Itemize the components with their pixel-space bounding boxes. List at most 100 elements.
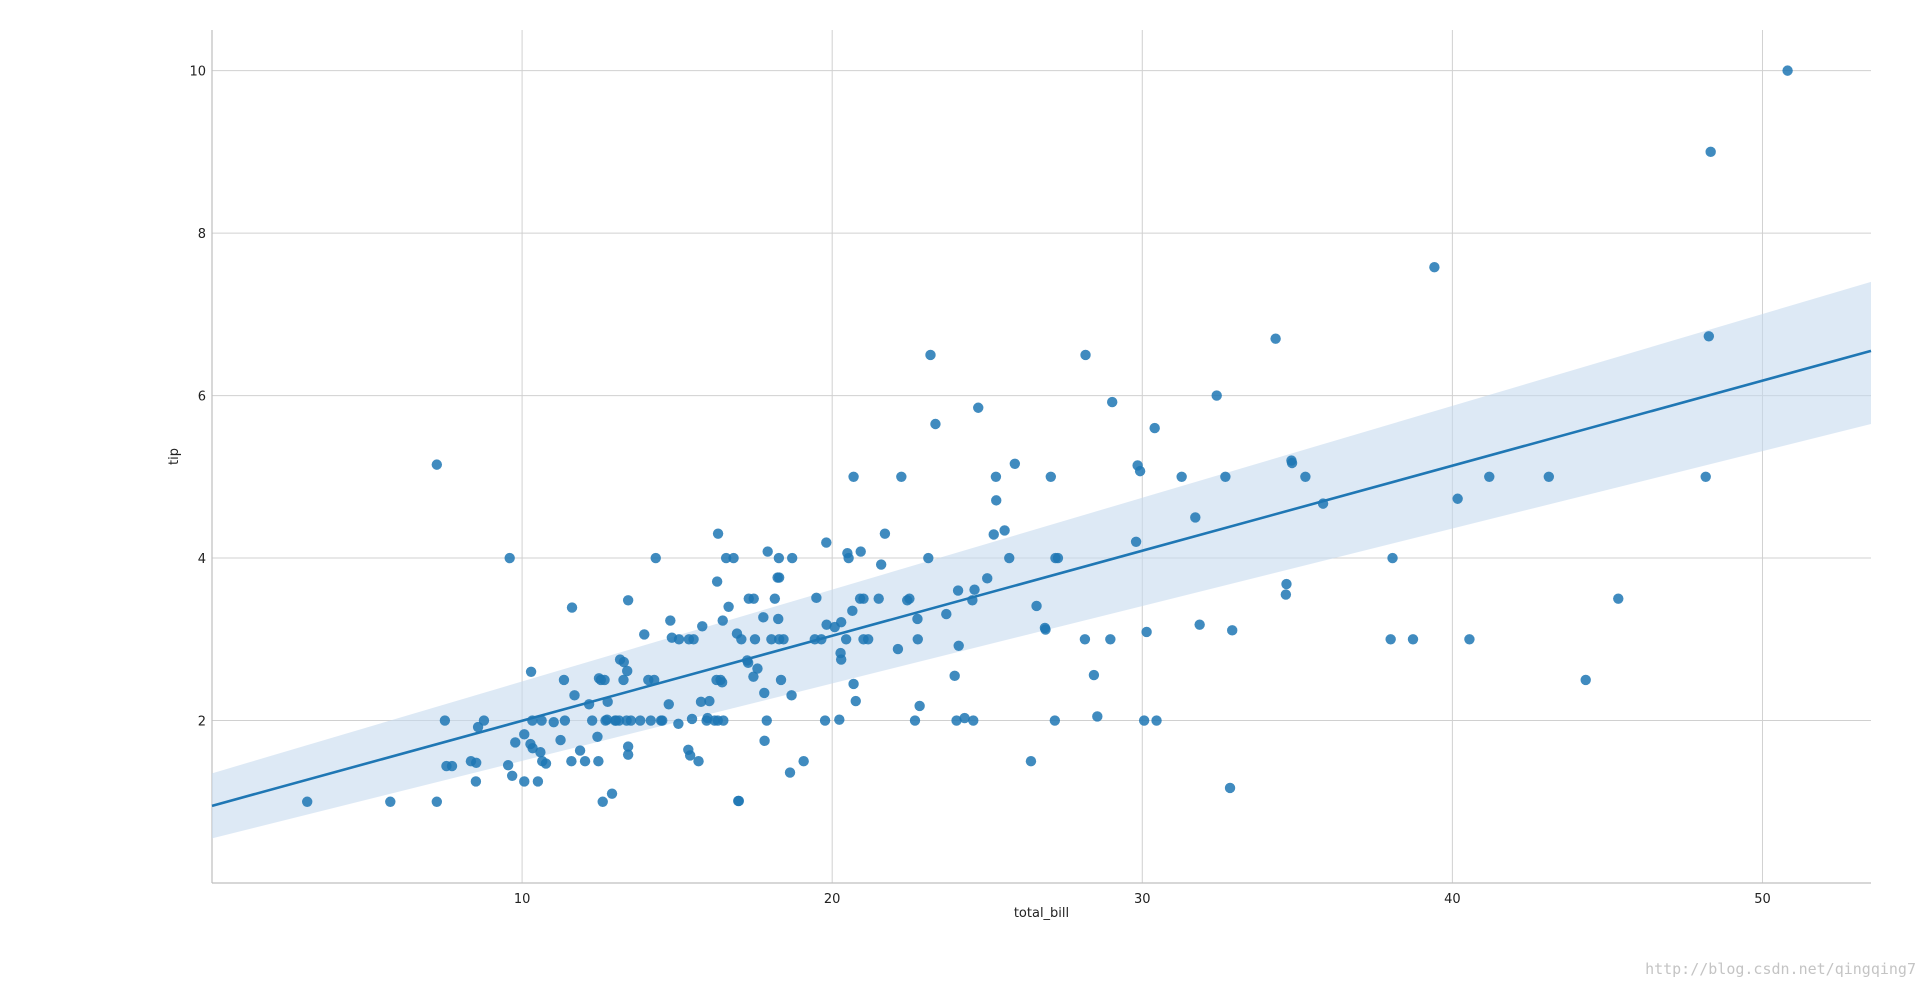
data-point	[835, 654, 847, 665]
data-point	[752, 663, 763, 674]
data-point	[733, 795, 745, 807]
data-point	[1079, 634, 1091, 645]
data-point	[850, 695, 861, 707]
data-point	[622, 741, 634, 752]
data-point	[1211, 390, 1222, 401]
data-point	[1286, 457, 1298, 469]
data-point	[574, 745, 586, 756]
x-tick-label: 40	[1444, 892, 1461, 907]
data-point	[535, 747, 546, 758]
data-point	[848, 471, 859, 483]
data-point	[1138, 715, 1150, 726]
data-point	[1281, 578, 1292, 590]
data-point	[840, 634, 852, 645]
data-point	[1009, 458, 1021, 470]
data-point	[566, 755, 577, 767]
data-point	[728, 552, 739, 564]
data-point	[558, 674, 570, 686]
data-point	[663, 699, 674, 710]
data-point	[540, 758, 552, 769]
data-point	[536, 715, 547, 726]
data-point	[1543, 471, 1555, 483]
data-point	[1452, 493, 1463, 504]
data-point	[762, 546, 773, 557]
data-point	[504, 552, 515, 564]
data-point	[1149, 422, 1160, 434]
axis-spines	[211, 30, 1871, 884]
data-point	[923, 552, 934, 564]
data-point	[579, 755, 591, 767]
data-point	[693, 755, 704, 767]
data-point	[622, 749, 634, 760]
data-point	[1134, 465, 1146, 477]
y-tick-label: 6	[198, 390, 206, 405]
data-point	[941, 608, 952, 620]
data-point	[1613, 593, 1624, 604]
data-point	[597, 796, 608, 807]
data-point	[673, 634, 685, 645]
data-point	[749, 634, 761, 645]
data-point	[949, 670, 960, 682]
data-point	[697, 621, 708, 632]
data-point	[1031, 600, 1042, 612]
data-point	[559, 715, 571, 726]
x-axis-label: total_bill	[1014, 906, 1069, 921]
data-point	[650, 552, 661, 564]
data-point	[784, 767, 796, 778]
x-tick-labels: 10 20 30 40 50	[514, 892, 1771, 907]
data-point	[470, 757, 482, 768]
data-point	[959, 712, 970, 724]
data-point	[761, 715, 772, 726]
data-point	[835, 617, 847, 628]
data-point	[952, 585, 964, 596]
data-point	[301, 796, 313, 807]
data-point	[1107, 396, 1118, 408]
data-point	[1045, 471, 1057, 483]
data-point	[1227, 625, 1238, 636]
data-point	[1703, 331, 1715, 342]
data-point	[1105, 634, 1116, 645]
data-point	[720, 552, 732, 564]
data-point	[821, 619, 832, 630]
data-point	[999, 525, 1010, 536]
data-point	[601, 714, 613, 725]
data-point	[759, 735, 770, 747]
data-point	[988, 529, 999, 540]
data-point	[909, 715, 921, 726]
data-point	[736, 634, 747, 645]
data-point	[519, 729, 530, 740]
data-point	[858, 593, 869, 604]
data-point	[586, 715, 598, 726]
data-point	[527, 742, 538, 754]
data-point	[1700, 471, 1711, 483]
confidence-band	[212, 281, 1871, 839]
data-point	[645, 715, 656, 726]
data-point	[1080, 349, 1091, 361]
data-point	[665, 615, 676, 626]
data-point	[1782, 65, 1793, 76]
data-point	[748, 593, 759, 604]
data-point	[1004, 552, 1015, 564]
data-point	[525, 666, 537, 677]
data-point	[618, 656, 630, 668]
data-point	[758, 612, 769, 623]
data-point	[716, 677, 728, 688]
data-point	[892, 643, 904, 655]
data-point	[1270, 333, 1281, 344]
data-point	[519, 776, 530, 787]
data-point	[625, 715, 637, 726]
data-point	[431, 796, 443, 807]
data-point	[748, 671, 759, 682]
data-point	[566, 602, 578, 613]
data-point	[1176, 471, 1187, 483]
data-point	[385, 796, 396, 807]
y-axis-label: tip	[167, 448, 182, 465]
data-point	[502, 760, 514, 771]
y-tick-label: 10	[189, 65, 206, 80]
data-point	[1052, 552, 1064, 564]
data-point	[657, 715, 668, 726]
data-point	[773, 552, 785, 564]
data-point	[1190, 512, 1201, 523]
y-tick-label: 8	[198, 227, 206, 242]
data-point	[786, 552, 798, 564]
